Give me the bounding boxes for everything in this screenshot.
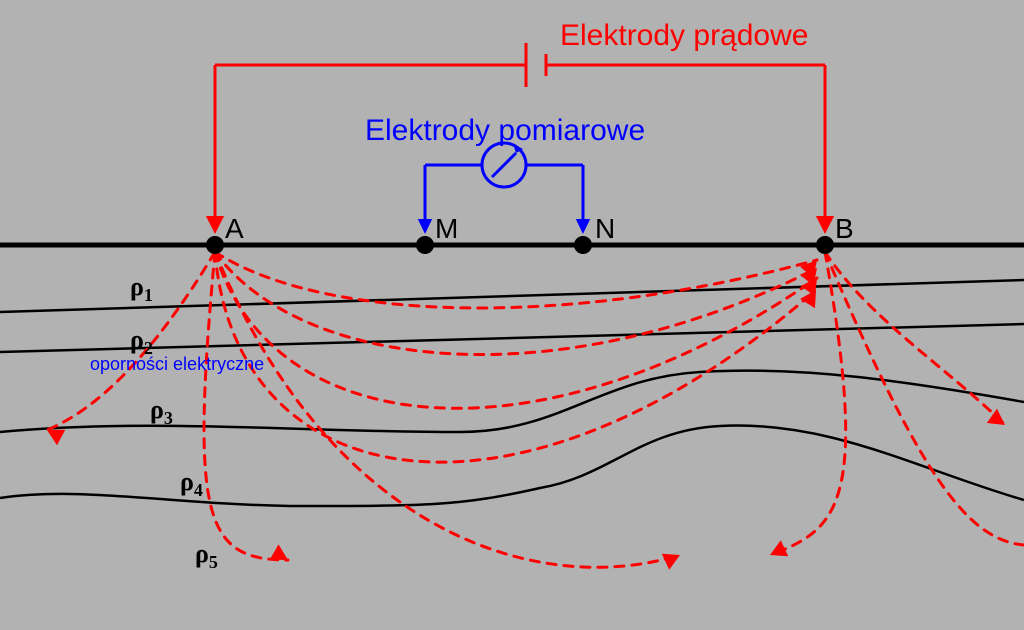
current-electrodes-label: Elektrody prądowe	[560, 19, 808, 52]
electrode-label-a: A	[225, 213, 244, 244]
measurement-electrodes-label: Elektrody pomiarowe	[365, 114, 645, 147]
resistivities-note: oporności elektryczne	[90, 354, 264, 374]
electrode-label-m: M	[435, 213, 458, 244]
electrode-label-b: B	[835, 213, 854, 244]
background	[0, 0, 1024, 630]
resistivity-diagram: ρ1ρ2ρ3ρ4ρ5 Elektrody prądowe Elektrody p…	[0, 0, 1024, 630]
electrode-label-n: N	[595, 213, 615, 244]
